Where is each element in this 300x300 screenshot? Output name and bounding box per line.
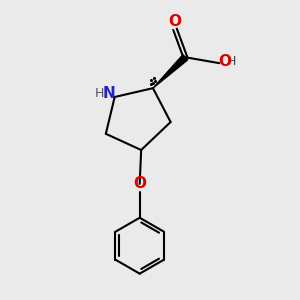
Text: O: O xyxy=(218,54,231,69)
Text: H: H xyxy=(227,55,236,68)
Text: O: O xyxy=(133,176,146,191)
Text: O: O xyxy=(168,14,181,28)
Text: H: H xyxy=(95,87,104,100)
Polygon shape xyxy=(153,55,188,88)
Text: N: N xyxy=(103,86,116,101)
